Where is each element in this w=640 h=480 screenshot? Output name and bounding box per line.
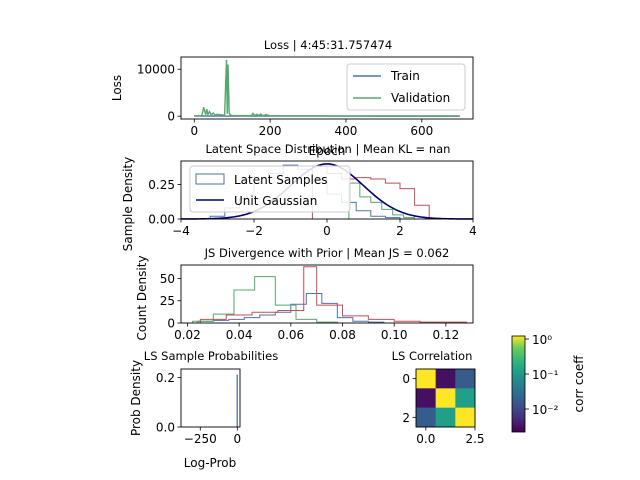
loss-panel: Loss | 4:45:31.757474 0 200 400 600 0 10000 L… xyxy=(110,38,474,138)
lscorr-ytick-label-0: 0 xyxy=(402,372,410,386)
latent-xtick-label-0: −4 xyxy=(172,224,190,238)
lsprob-title: LS Sample Probabilities xyxy=(144,349,278,363)
colorbar-gradient xyxy=(511,335,526,433)
lscorr-title: LS Correlation xyxy=(392,349,473,363)
loss-xtick-label-0: 0 xyxy=(190,124,198,138)
loss-xtick-label-1: 200 xyxy=(259,124,282,138)
lsprob-ytick-label-0: 0.0 xyxy=(156,421,175,435)
loss-ytick-label-0: 0 xyxy=(167,110,175,124)
lscorr-axes-frame xyxy=(415,368,476,428)
lsprob-xtick-label-1: 0 xyxy=(234,432,242,446)
lscorr-cell-1-1 xyxy=(435,388,456,408)
latent-ytick-label-0: 0.00 xyxy=(148,213,175,227)
lscorr-cell-0-2 xyxy=(455,369,476,389)
js-ytick-label-2: 50 xyxy=(160,272,175,286)
js-xtick-label-5: 0.12 xyxy=(433,328,460,342)
lscorr-xtick-label-0: 0.0 xyxy=(416,432,435,446)
legend-label-latent-samples: Latent Samples xyxy=(234,173,328,187)
js-xtick-label-2: 0.06 xyxy=(277,328,304,342)
lsprob-ytick-label-1: 0.2 xyxy=(156,371,175,385)
loss-xlabel: Epoch xyxy=(309,144,346,158)
loss-title: Loss | 4:45:31.757474 xyxy=(264,38,392,52)
legend-swatch-latent-samples xyxy=(195,173,225,185)
loss-xtick-label-2: 400 xyxy=(335,124,358,138)
latent-legend-box xyxy=(189,165,351,213)
latent-legend: Latent Samples Unit Gaussian xyxy=(189,165,351,213)
latent-ytick-label-1: 0.25 xyxy=(148,178,175,192)
colorbar-label: corr coeff xyxy=(572,355,586,413)
loss-ylabel: Loss xyxy=(110,75,124,101)
latent-panel: Latent Space Distribution | Mean KL = na… xyxy=(121,142,477,251)
latent-xtick-label-1: −2 xyxy=(245,224,263,238)
colorbar-tick-label-2: 10⁻² xyxy=(532,403,559,417)
legend-label-validation: Validation xyxy=(391,91,450,105)
js-axes-frame xyxy=(180,264,474,324)
latent-ylabel: Sample Density xyxy=(121,157,135,251)
lsprob-axes-frame xyxy=(180,368,241,428)
lscorr-cell-2-0 xyxy=(416,407,436,428)
js-hist-2 xyxy=(199,266,468,323)
lscorr-cell-0-0 xyxy=(416,369,436,389)
colorbar: 10⁰ 10⁻¹ 10⁻² corr coeff xyxy=(511,333,586,433)
lsprob-panel: LS Sample Probabilities −250 0 0.0 0.2 Log-… xyxy=(129,349,278,470)
loss-xtick-label-3: 600 xyxy=(410,124,433,138)
lscorr-cell-2-2 xyxy=(455,407,476,428)
latent-xtick-label-4: 4 xyxy=(469,224,477,238)
latent-xtick-label-3: 2 xyxy=(396,224,404,238)
lsprob-xtick-label-0: −250 xyxy=(184,432,217,446)
js-panel: JS Divergence with Prior | Mean JS = 0.0… xyxy=(135,246,474,342)
lsprob-ylabel: Prob Density xyxy=(129,360,143,436)
latent-hist-1 xyxy=(348,182,416,219)
js-ytick-label-0: 0 xyxy=(167,317,175,331)
colorbar-tick-label-1: 10⁻¹ xyxy=(532,368,559,382)
lscorr-cell-1-0 xyxy=(416,388,436,408)
latent-title: Latent Space Distribution | Mean KL = na… xyxy=(206,142,451,156)
loss-series-validation xyxy=(194,59,460,118)
js-xtick-label-3: 0.08 xyxy=(329,328,356,342)
lscorr-xtick-label-1: 2.5 xyxy=(465,432,484,446)
js-xtick-label-0: 0.02 xyxy=(174,328,201,342)
js-hist-1 xyxy=(192,276,338,323)
lscorr-panel: LS Correlation 0.0 2.5 0 2 10⁰ 10⁻¹ 10⁻² co… xyxy=(392,333,586,446)
lscorr-cell-0-1 xyxy=(435,369,456,389)
loss-legend: Train Validation xyxy=(346,63,466,111)
loss-ytick-label-1: 10000 xyxy=(137,63,175,77)
lscorr-ytick-label-1: 2 xyxy=(402,411,410,425)
js-ylabel: Count Density xyxy=(135,255,149,340)
latent-gaussian-curve xyxy=(180,163,474,220)
legend-label-unit-gaussian: Unit Gaussian xyxy=(234,194,317,208)
js-xtick-label-1: 0.04 xyxy=(226,328,253,342)
colorbar-tick-label-0: 10⁰ xyxy=(532,333,552,347)
loss-axes-frame xyxy=(180,56,474,120)
js-xtick-label-4: 0.10 xyxy=(381,328,408,342)
js-ytick-label-1: 25 xyxy=(160,294,175,308)
lscorr-cell-2-1 xyxy=(435,407,456,428)
latent-xtick-label-2: 0 xyxy=(323,224,331,238)
js-hist-0 xyxy=(197,293,385,323)
lsprob-xlabel: Log-Prob xyxy=(184,456,236,470)
legend-label-train: Train xyxy=(390,69,420,83)
js-title: JS Divergence with Prior | Mean JS = 0.0… xyxy=(204,246,450,260)
lscorr-cell-1-2 xyxy=(455,388,476,408)
